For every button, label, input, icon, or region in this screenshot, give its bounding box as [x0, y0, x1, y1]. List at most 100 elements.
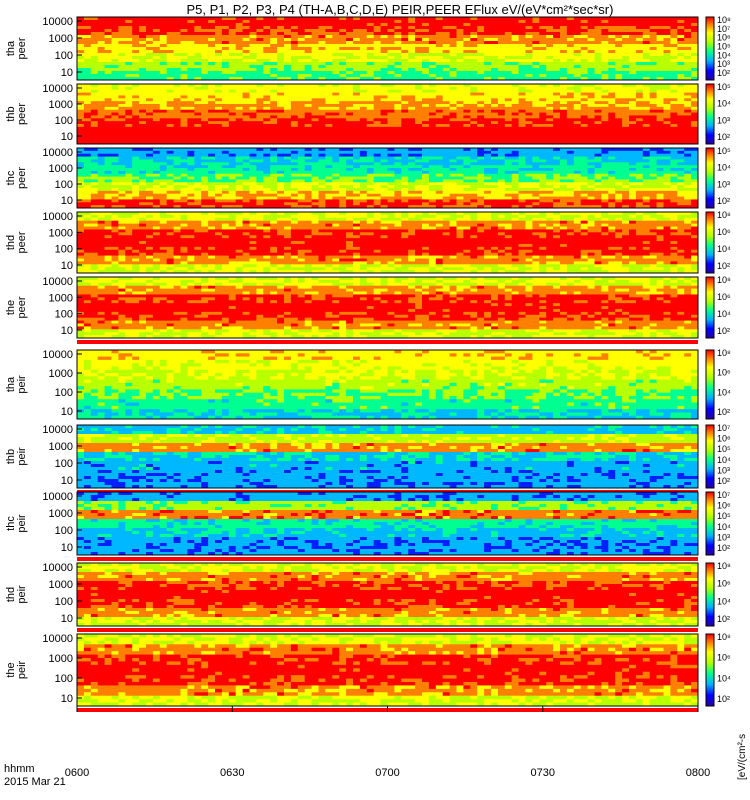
spectrogram-cell — [422, 65, 430, 69]
spectrogram-cell — [566, 112, 575, 116]
spectrogram-cell — [573, 129, 582, 133]
spectrogram-cell — [463, 89, 471, 93]
spectrogram-cell — [622, 112, 630, 116]
spectrogram-cell — [670, 65, 678, 69]
spectrogram-cell — [221, 156, 230, 160]
spectrogram-cell — [125, 59, 133, 63]
spectrogram-cell — [311, 168, 319, 172]
spectrogram-cell — [615, 126, 623, 131]
spectrogram-cell — [332, 38, 340, 42]
spectrogram-cell — [111, 153, 119, 157]
spectrogram-cell — [532, 74, 540, 78]
spectrogram-cell — [373, 176, 381, 180]
spectrogram-cell — [401, 185, 409, 189]
spectrogram-cell — [208, 141, 216, 145]
spectrogram-cell — [215, 162, 223, 166]
spectrogram-cell — [290, 26, 299, 30]
spectrogram-cell — [339, 47, 347, 51]
spectrogram-cell — [677, 53, 685, 57]
spectrogram-cell — [256, 141, 264, 145]
spectrogram-cell — [304, 126, 312, 131]
spectrogram-cell — [670, 118, 678, 122]
spectrogram-cell — [394, 38, 402, 42]
spectrogram-cell — [691, 132, 699, 136]
spectrogram-cell — [353, 17, 361, 21]
spectrogram-cell — [139, 202, 147, 206]
spectrogram-cell — [422, 150, 430, 155]
spectrogram-cell — [111, 199, 119, 203]
spectrogram-cell — [111, 168, 119, 172]
spectrogram-cell — [208, 53, 216, 57]
spectrogram-cell — [132, 150, 140, 155]
spectrogram-cell — [263, 86, 271, 91]
spectrogram-cell — [366, 59, 375, 63]
spectrogram-cell — [677, 89, 685, 93]
spectrogram-cell — [470, 98, 478, 102]
spectrogram-cell — [449, 115, 457, 119]
spectrogram-cell — [656, 71, 664, 75]
spectrogram-cell — [518, 115, 526, 119]
spectrogram-cell — [346, 176, 354, 180]
spectrogram-cell — [270, 59, 278, 63]
spectrogram-cell — [539, 26, 547, 30]
spectrogram-cell — [470, 109, 478, 113]
spectrogram-cell — [359, 101, 368, 105]
spectrogram-cell — [615, 56, 623, 60]
spectrogram-cell — [366, 205, 375, 209]
spectrogram-cell — [256, 53, 264, 57]
spectrogram-cell — [415, 138, 423, 142]
spectrogram-cell — [256, 62, 264, 66]
spectrogram-cell — [642, 129, 651, 133]
spectrogram-cell — [353, 141, 361, 145]
spectrogram-cell — [180, 173, 188, 177]
spectrogram-cell — [346, 32, 354, 36]
spectrogram-cell — [401, 89, 409, 93]
spectrogram-cell — [139, 38, 147, 42]
spectrogram-cell — [491, 101, 499, 105]
spectrogram-cell — [304, 47, 312, 51]
spectrogram-cell — [394, 182, 402, 186]
spectrogram-cell — [118, 29, 126, 33]
spectrogram-cell — [311, 65, 319, 69]
spectrogram-cell — [622, 32, 630, 36]
spectrogram-cell — [77, 168, 85, 172]
spectrogram-cell — [118, 84, 126, 88]
spectrogram-cell — [656, 35, 664, 39]
spectrogram-cell — [539, 17, 547, 21]
spectrogram-cell — [629, 86, 637, 91]
spectrogram-cell — [97, 68, 105, 72]
spectrogram-cell — [97, 135, 105, 139]
spectrogram-cell — [587, 62, 595, 66]
spectrogram-cell — [263, 135, 271, 139]
spectrogram-cell — [463, 44, 471, 48]
spectrogram-cell — [587, 104, 595, 108]
spectrogram-cell — [277, 121, 285, 125]
spectrogram-cell — [346, 196, 354, 200]
spectrogram-cell — [146, 32, 154, 36]
spectrogram-cell — [97, 170, 105, 175]
spectrogram-cell — [263, 17, 271, 21]
spectrogram-cell — [415, 124, 423, 128]
spectrogram-cell — [497, 44, 506, 48]
spectrogram-cell — [601, 35, 609, 39]
spectrogram-cell — [152, 182, 161, 186]
spectrogram-cell — [208, 202, 216, 206]
spectrogram-cell — [615, 106, 623, 111]
spectrogram-cell — [228, 135, 237, 139]
spectrogram-cell — [615, 44, 623, 48]
spectrogram-cell — [221, 68, 230, 72]
spectrogram-cell — [587, 101, 595, 105]
spectrogram-cell — [691, 59, 699, 63]
spectrogram-cell — [173, 156, 181, 160]
spectrogram-cell — [166, 101, 174, 105]
spectrogram-cell — [83, 23, 92, 27]
spectrogram-cell — [387, 165, 395, 169]
spectrogram-cell — [656, 65, 664, 69]
spectrogram-cell — [173, 193, 181, 197]
spectrogram-cell — [159, 50, 168, 54]
spectrogram-cell — [691, 53, 699, 57]
spectrogram-cell — [159, 26, 168, 30]
spectrogram-cell — [560, 47, 568, 51]
spectrogram-cell — [180, 92, 188, 96]
spectrogram-cell — [318, 132, 326, 136]
